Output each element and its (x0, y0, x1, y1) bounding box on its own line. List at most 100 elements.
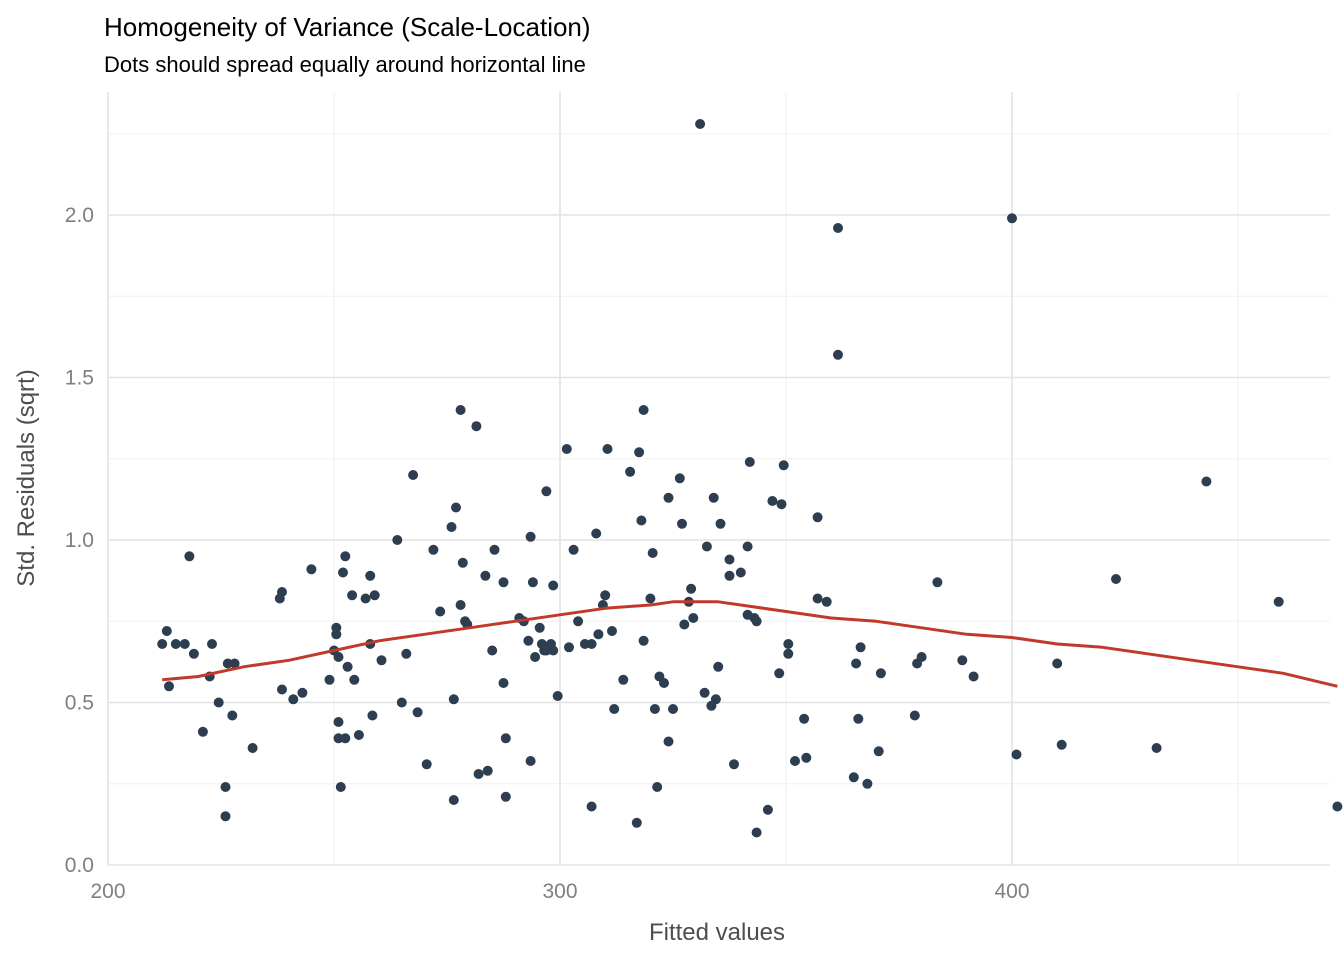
data-point (591, 528, 602, 539)
data-point (848, 772, 859, 783)
data-point (500, 791, 511, 802)
data-point (715, 518, 726, 529)
data-point (408, 470, 419, 480)
data-point (744, 457, 755, 467)
data-point (729, 759, 739, 770)
data-point (751, 827, 762, 838)
data-point (164, 681, 174, 692)
data-point (548, 580, 559, 591)
data-point (909, 710, 920, 721)
data-point (799, 713, 810, 724)
data-point (762, 804, 773, 815)
x-tick-label: 400 (994, 880, 1029, 903)
data-point (600, 590, 611, 601)
data-point (1273, 596, 1284, 607)
data-point (957, 655, 968, 666)
data-point (862, 778, 873, 789)
data-point (498, 678, 509, 688)
data-point (541, 486, 552, 497)
data-point (170, 639, 181, 649)
data-point (227, 710, 238, 721)
y-tick-label: 1.5 (65, 367, 94, 390)
data-point (365, 570, 376, 581)
data-point (229, 658, 240, 669)
data-point (342, 661, 353, 672)
data-point (333, 652, 344, 662)
data-point (525, 531, 536, 542)
data-point (1151, 743, 1162, 753)
data-point (197, 726, 208, 737)
data-point (701, 541, 712, 552)
data-point (435, 606, 446, 617)
data-point (412, 707, 423, 718)
data-point (349, 674, 360, 685)
data-point (448, 694, 459, 705)
minor-gridlines (108, 92, 1330, 865)
major-gridlines (107, 92, 1330, 866)
data-point (428, 544, 439, 555)
data-point (833, 223, 843, 233)
data-point (695, 119, 706, 129)
data-point (324, 674, 335, 685)
data-point (331, 622, 342, 633)
data-point (645, 593, 656, 604)
data-point (625, 466, 636, 477)
data-point (573, 616, 584, 627)
data-point (184, 551, 195, 562)
data-point (220, 782, 231, 792)
data-point (487, 645, 498, 656)
data-point (179, 639, 190, 649)
data-point (534, 622, 545, 633)
data-point (207, 639, 217, 649)
data-point (161, 626, 172, 636)
data-point (968, 671, 979, 682)
data-point (873, 746, 884, 757)
data-point (188, 648, 199, 659)
y-axis-title: Std. Residuals (sqrt) (13, 369, 40, 586)
data-point (916, 652, 927, 662)
data-point (525, 756, 536, 766)
data-points (157, 119, 1343, 838)
data-point (369, 590, 380, 601)
data-point (277, 587, 287, 597)
data-point (713, 661, 724, 672)
data-point (636, 515, 647, 526)
data-point (1056, 739, 1067, 750)
data-point (213, 697, 224, 708)
y-tick-label: 1.0 (65, 529, 94, 552)
data-point (778, 460, 789, 471)
data-point (338, 567, 348, 578)
data-point (561, 444, 572, 454)
data-point (297, 687, 308, 698)
data-point (853, 713, 864, 724)
data-point (1111, 574, 1121, 584)
data-point (649, 704, 660, 714)
data-point (652, 782, 663, 792)
data-point (498, 577, 509, 588)
data-point (446, 522, 457, 532)
data-point (568, 544, 579, 555)
data-point (247, 743, 258, 753)
data-point (527, 577, 538, 588)
data-point (480, 570, 491, 581)
data-point (783, 648, 794, 659)
data-point (586, 801, 597, 812)
data-point (699, 687, 710, 698)
data-point (688, 613, 699, 623)
data-point (473, 769, 484, 779)
data-point (663, 736, 674, 747)
data-point (392, 535, 403, 545)
data-point (875, 668, 886, 679)
data-point (552, 691, 563, 701)
data-point (812, 593, 823, 604)
data-point (634, 447, 645, 458)
data-point (530, 652, 541, 662)
data-point (367, 710, 378, 721)
y-tick-label: 0.5 (65, 692, 94, 715)
chart-title: Homogeneity of Variance (Scale-Location) (104, 12, 591, 42)
data-point (686, 583, 697, 594)
data-point (679, 619, 690, 630)
data-point (851, 658, 862, 669)
data-point (783, 639, 794, 649)
data-point (482, 765, 493, 776)
